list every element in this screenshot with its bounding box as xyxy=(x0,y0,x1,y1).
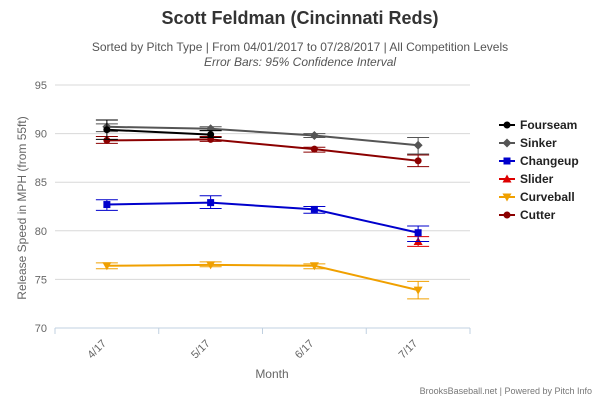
data-point xyxy=(310,145,318,153)
series-line-sinker xyxy=(106,125,419,147)
data-point xyxy=(310,205,318,213)
legend-item-sinker[interactable]: Sinker xyxy=(498,135,598,153)
data-point xyxy=(102,262,112,271)
series-cutter xyxy=(95,135,430,168)
legend-swatch-marker xyxy=(502,174,512,183)
legend-swatch xyxy=(499,138,515,148)
data-point xyxy=(207,199,215,207)
legend-label: Slider xyxy=(520,172,554,186)
data-point xyxy=(413,140,423,150)
legend-item-fourseam[interactable]: Fourseam xyxy=(498,117,598,135)
y-axis-label: Release Speed in MPH (from 55ft) xyxy=(15,116,29,299)
series-line-cutter xyxy=(106,138,419,162)
y-tick-label: 85 xyxy=(35,177,47,189)
legend-swatch-marker xyxy=(503,157,511,165)
y-tick-label: 95 xyxy=(35,80,47,92)
legend: Fourseam Sinker Changeup Slider Curveball Cut… xyxy=(498,117,598,225)
legend-swatch xyxy=(499,193,515,202)
y-tick-label: 70 xyxy=(35,323,47,335)
legend-label: Cutter xyxy=(520,208,556,222)
series-layer xyxy=(95,119,430,300)
series-changeup xyxy=(95,195,430,242)
x-tick-label: 4/17 xyxy=(85,338,109,362)
x-axis-label: Month xyxy=(255,367,288,381)
legend-label: Curveball xyxy=(520,190,575,204)
legend-swatch-marker xyxy=(503,211,511,219)
y-tick-label: 75 xyxy=(35,274,47,286)
credits-text[interactable]: BrooksBaseball.net | Powered by Pitch In… xyxy=(419,386,592,396)
axis-layer: 70 75 80 85 90 95 4/17 5/17 6/17 7/17 xyxy=(35,80,471,362)
x-tick-label: 6/17 xyxy=(293,338,317,362)
legend-item-slider[interactable]: Slider xyxy=(498,171,598,189)
data-point xyxy=(309,131,319,141)
data-point xyxy=(103,126,111,134)
legend-swatch xyxy=(499,121,515,129)
data-point xyxy=(414,229,422,237)
legend-item-curveball[interactable]: Curveball xyxy=(498,189,598,207)
legend-label: Sinker xyxy=(520,136,557,150)
data-point xyxy=(309,262,319,271)
legend-item-changeup[interactable]: Changeup xyxy=(498,153,598,171)
y-tick-label: 80 xyxy=(35,226,47,238)
legend-swatch xyxy=(499,157,515,165)
chart-title: Scott Feldman (Cincinnati Reds) xyxy=(161,8,439,28)
legend-swatch-marker xyxy=(502,138,512,148)
y-tick-label: 90 xyxy=(35,129,47,141)
legend-swatch-marker xyxy=(503,121,511,129)
legend-label: Fourseam xyxy=(520,118,578,132)
x-tick-label: 5/17 xyxy=(189,338,213,362)
legend-item-cutter[interactable]: Cutter xyxy=(498,207,598,225)
legend-swatch xyxy=(499,211,515,219)
series-curveball xyxy=(95,261,430,300)
data-point xyxy=(207,131,215,139)
chart-subtitle-error-bars: Error Bars: 95% Confidence Interval xyxy=(203,55,397,69)
data-point xyxy=(103,201,111,209)
series-sinker xyxy=(95,122,430,155)
legend-label: Changeup xyxy=(520,154,579,168)
legend-swatch xyxy=(499,174,515,183)
chart-subtitle: Sorted by Pitch Type | From 04/01/2017 t… xyxy=(91,40,509,54)
legend-swatch-marker xyxy=(502,193,512,202)
x-tick-label: 7/17 xyxy=(397,338,421,362)
series-line-fourseam xyxy=(106,128,211,136)
data-point xyxy=(103,136,111,144)
data-point xyxy=(413,286,423,295)
data-point xyxy=(414,157,422,165)
series-line-changeup xyxy=(106,201,419,234)
series-line-curveball xyxy=(106,263,419,292)
data-point xyxy=(206,261,216,270)
series-fourseam xyxy=(95,119,222,140)
